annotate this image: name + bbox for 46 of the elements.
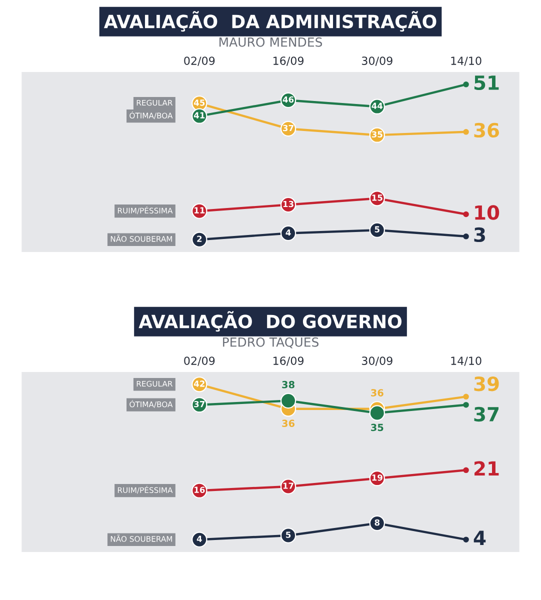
data-label: 11: [194, 207, 205, 214]
data-label: 13: [283, 200, 294, 208]
data-label: 35: [372, 131, 382, 138]
chart-title: AVALIAÇÃO DA ADMINISTRAÇÃO: [104, 11, 436, 32]
x-tick-label: 16/09: [273, 356, 304, 366]
data-label: 37: [474, 406, 498, 422]
data-label: 36: [371, 389, 384, 396]
data-label: 21: [474, 461, 499, 476]
point: [280, 392, 296, 409]
x-tick-label: 30/09: [362, 356, 392, 366]
data-label: 37: [194, 400, 205, 408]
data-label: 4: [196, 536, 202, 542]
data-label: 39: [474, 376, 499, 392]
data-label: 17: [283, 482, 294, 489]
data-label: 44: [372, 102, 383, 109]
x-tick-label: 30/09: [362, 56, 392, 66]
data-label: 5: [374, 226, 380, 233]
data-label: 4: [286, 229, 291, 236]
data-label: 15: [372, 194, 382, 201]
data-label: 4: [474, 530, 486, 545]
x-tick-label: 02/09: [184, 56, 215, 66]
data-label: 45: [194, 100, 205, 106]
x-tick-label: 02/09: [184, 356, 215, 366]
x-tick-label: 16/09: [273, 56, 304, 66]
data-label: 36: [474, 122, 499, 138]
data-label: 8: [374, 519, 380, 526]
data-label: 19: [372, 474, 382, 481]
data-label: 38: [282, 380, 294, 388]
data-label: 42: [194, 380, 204, 387]
data-label: 2: [197, 236, 202, 242]
point: [369, 405, 385, 421]
data-label: 5: [286, 532, 291, 538]
data-label: 36: [282, 420, 295, 428]
chart-title: AVALIAÇÃO DO GOVERNO: [138, 311, 402, 332]
data-label: 41: [194, 112, 205, 118]
data-label: 46: [282, 96, 294, 103]
data-label: 51: [474, 76, 499, 90]
x-tick-label: 14/10: [451, 56, 482, 66]
data-label: 37: [283, 124, 294, 132]
data-label: 16: [194, 486, 205, 493]
chart-subtitle: MAURO MENDES: [219, 37, 322, 47]
data-label: 10: [475, 205, 500, 220]
data-label: 3: [474, 227, 485, 242]
x-tick-label: 14/10: [451, 356, 482, 366]
data-label: 35: [371, 424, 384, 432]
chart-subtitle: PEDRO TAQUES: [223, 337, 318, 348]
